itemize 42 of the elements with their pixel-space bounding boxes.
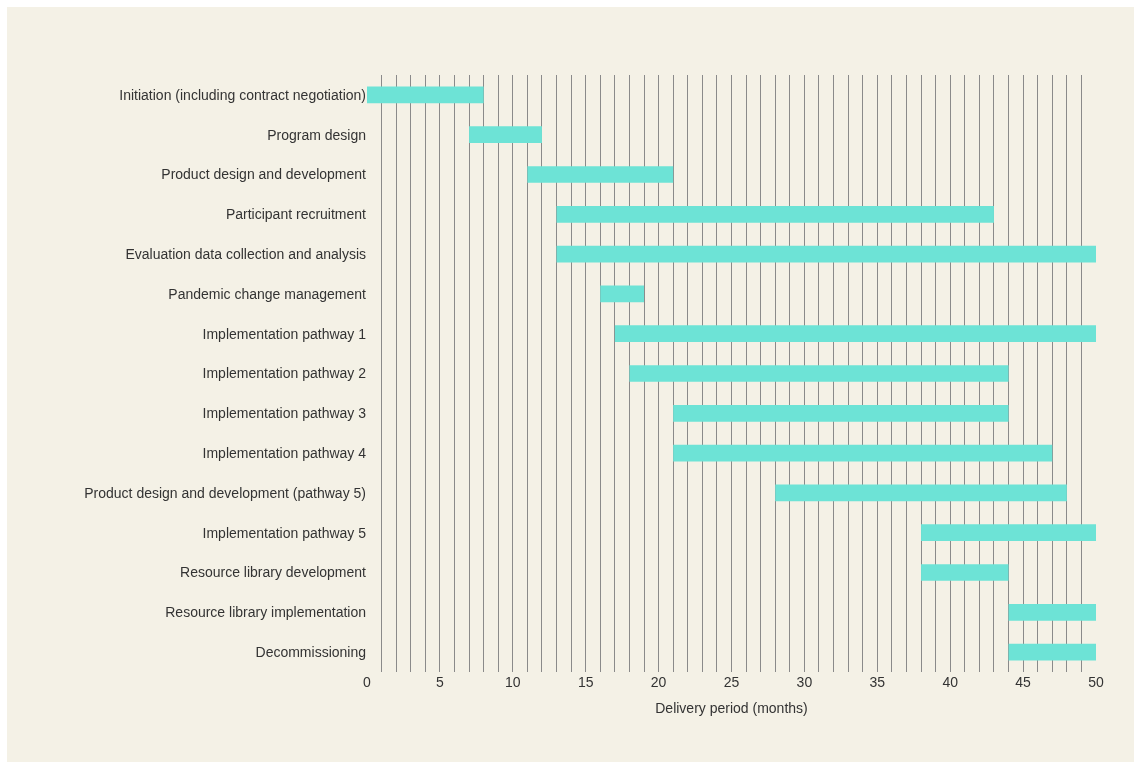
y-tick-label: Evaluation data collection and analysis [125, 246, 366, 262]
x-tick-label: 50 [1088, 674, 1104, 690]
x-tick-label: 30 [796, 674, 813, 690]
y-tick-label: Implementation pathway 4 [202, 445, 367, 461]
y-tick-label: Pandemic change management [168, 285, 367, 302]
y-tick-label: Implementation pathway 3 [202, 405, 367, 422]
bar [556, 245, 1096, 263]
x-tick-label: 25 [723, 674, 740, 690]
y-tick-label: Decommissioning [255, 644, 366, 660]
y-tick-label: Implementation pathway 1 [202, 325, 367, 342]
bar [775, 484, 1067, 502]
bar [614, 325, 1096, 343]
bar [469, 126, 542, 144]
y-tick-label: Implementation pathway 2 [202, 365, 367, 382]
y-tick-label: Initiation (including contract negotiation) [119, 86, 366, 103]
x-axis-title: Delivery period (months) [655, 700, 808, 717]
y-tick-label: Implementation pathway 5 [202, 524, 367, 541]
x-tick-label: 40 [942, 674, 959, 690]
x-tick-label: 20 [650, 674, 667, 690]
bar [673, 444, 1053, 462]
y-tick-label: Program design [267, 126, 366, 143]
x-tick-label: 0 [363, 674, 372, 690]
x-tick-label: 5 [436, 674, 444, 690]
x-tick-label: 45 [1015, 674, 1032, 690]
bar [921, 524, 1096, 542]
bar [629, 365, 1009, 382]
bar [527, 166, 674, 183]
bar [556, 205, 994, 223]
y-tick-label: Resource library development [180, 564, 367, 581]
x-tick-label: 15 [577, 674, 594, 690]
bar [367, 86, 484, 104]
x-tick-label: 10 [505, 674, 521, 690]
y-tick-label: Participant recruitment [225, 206, 367, 223]
bar [1008, 643, 1096, 661]
y-tick-label: Product design and development [161, 166, 367, 183]
bar [600, 285, 645, 303]
bar [673, 404, 1009, 422]
y-tick-label: Resource library implementation [165, 604, 366, 621]
x-tick-label: 35 [869, 674, 886, 690]
bar [1008, 603, 1096, 621]
y-tick-label: Product design and development (pathway 5) [84, 484, 366, 501]
bar [921, 564, 1009, 581]
